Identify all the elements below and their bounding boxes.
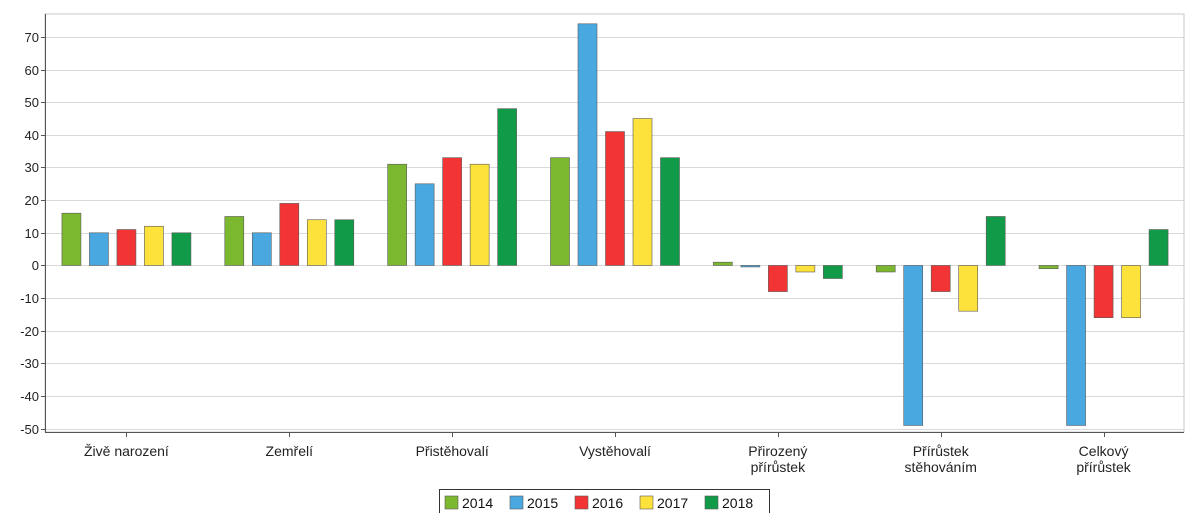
bar-2015 [740,265,761,268]
y-tick-label: -30 [20,356,39,371]
bar-2018 [985,216,1006,266]
y-tick-label: 20 [25,193,39,208]
x-category-label: Přistěhovalí [416,443,489,459]
bar-2018 [823,265,843,279]
bar-2017 [632,118,653,266]
bars [61,23,1169,426]
y-tick-label: 70 [25,30,39,45]
bar-2015 [1066,265,1086,426]
bar-2015 [903,265,924,426]
bar-2018 [334,219,355,266]
x-category-label: Živě narození [84,443,169,459]
bar-2016 [605,131,625,266]
bar-2015 [577,23,598,266]
legend-swatch-2015 [509,495,524,510]
legend: 2014 2015 2016 2017 2018 [439,489,770,514]
bar-2016 [768,265,788,292]
bar-2014 [61,212,82,266]
legend-box [439,489,770,514]
y-tick-label: 10 [25,226,39,241]
bar-2015 [89,232,109,266]
x-category-label: Přirozený přírůstek [748,443,807,475]
y-tick-label: 50 [25,95,39,110]
legend-label: 2014 [462,495,493,511]
y-tick-label: 60 [25,63,39,78]
legend-label: 2015 [527,495,558,511]
legend-swatch-2014 [444,495,459,510]
x-category-label: Celkový přírůstek [1076,443,1131,475]
y-tick-label: -10 [20,291,39,306]
y-tick-label: 30 [25,160,39,175]
y-tick-label: -40 [20,389,39,404]
bar-2018 [660,157,680,266]
x-category-label: Vystěhovalí [579,443,651,459]
legend-swatch-2018 [704,495,719,510]
bar-2017 [795,265,816,273]
legend-swatch-2016 [574,495,589,510]
tick-labels: 70 60 50 40 30 20 10 0 -10 -20 -30 -40 -50 Živě naroz… [20,30,1132,475]
legend-label: 2016 [592,495,623,511]
bar-2014 [875,265,896,273]
bar-2017 [1121,265,1141,319]
y-tick-label: 0 [32,258,39,273]
bar-2016 [116,229,137,266]
bar-2014 [387,163,407,266]
legend-label: 2018 [722,495,753,511]
x-category-label: Zemřelí [266,443,314,459]
bar-2018 [497,108,517,266]
bar-2014 [713,261,733,266]
legend-label: 2017 [657,495,688,511]
bar-2018 [171,232,192,266]
bar-2014 [550,157,570,266]
y-tick-label: -50 [20,422,39,437]
bar-2017 [469,163,490,266]
legend-swatch-2017 [639,495,654,510]
bar-2015 [414,183,435,266]
bar-2017 [306,219,327,266]
x-category-label: Přírůstek stěhováním [905,443,977,475]
y-tick-label: -20 [20,324,39,339]
bar-2016 [1093,265,1114,319]
bar-2017 [144,225,164,266]
bar-2014 [1038,265,1059,270]
bar-2017 [958,265,979,312]
bar-2016 [442,157,462,266]
bar-2014 [224,216,245,266]
axes [41,13,1185,437]
bar-2016 [279,203,300,266]
bar-2018 [1148,229,1169,266]
bar-2015 [251,232,272,266]
y-tick-label: 40 [25,128,39,143]
bar-2016 [930,265,951,292]
